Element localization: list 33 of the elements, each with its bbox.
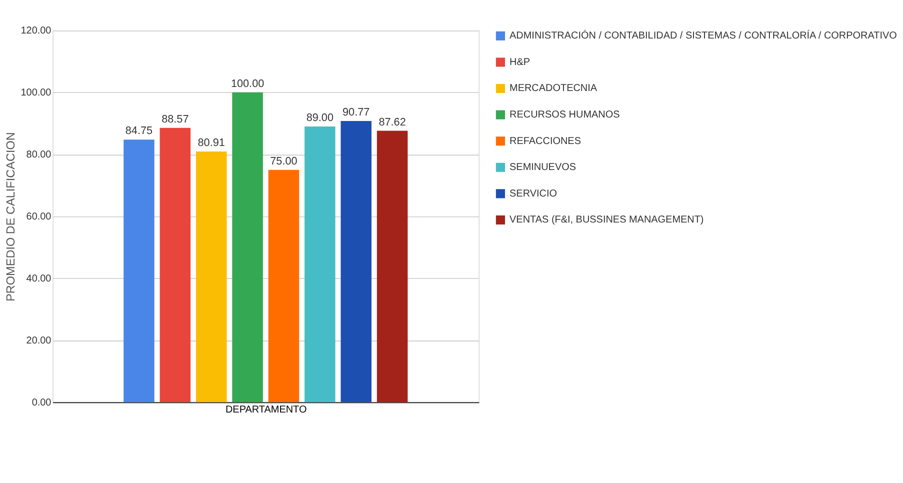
y-tick-label: 20.00 (26, 335, 52, 346)
data-label: 88.57 (162, 113, 189, 126)
legend-label: H&P (510, 56, 530, 68)
bar (196, 152, 227, 402)
bar (340, 121, 372, 402)
y-axis-title: PROMEDIO DE CALIFICACION (4, 132, 18, 302)
data-label: 89.00 (306, 112, 334, 124)
y-tick-label: 120.00 (20, 26, 52, 37)
data-label: 75.00 (270, 155, 298, 168)
y-tick-label: 100.00 (20, 88, 52, 99)
legend-label: VENTAS (F&I, BUSSINES MANAGEMENT) (510, 214, 704, 226)
legend-label: SERVICIO (510, 188, 558, 200)
data-label: 84.75 (125, 125, 153, 138)
y-tick-label: 60.00 (26, 212, 52, 222)
data-label: 80.91 (198, 137, 225, 150)
bar (376, 130, 408, 402)
y-tick-label: 80.00 (26, 150, 52, 161)
bar (304, 126, 336, 402)
bar (160, 128, 191, 402)
data-label: 90.77 (342, 106, 370, 119)
y-tick-label: 40.00 (26, 273, 52, 284)
x-axis-title: DEPARTAMENTO (225, 404, 307, 416)
legend-label: REFACCIONES (510, 136, 582, 147)
bar (268, 170, 300, 402)
bar (124, 140, 154, 402)
legend-label: SEMINUEVOS (510, 162, 576, 174)
bar (232, 92, 263, 402)
legend-label: RECURSOS HUMANOS (510, 110, 620, 121)
data-label: 100.00 (230, 78, 264, 90)
y-tick-label: 0.00 (32, 397, 52, 408)
data-label: 87.62 (378, 116, 406, 128)
legend-label: MERCADOTECNIA (510, 83, 598, 94)
legend-label: ADMINISTRACIÓN / CONTABILIDAD / SISTEMAS / CONTRALORÍA / CORPORATIVO (510, 30, 898, 42)
